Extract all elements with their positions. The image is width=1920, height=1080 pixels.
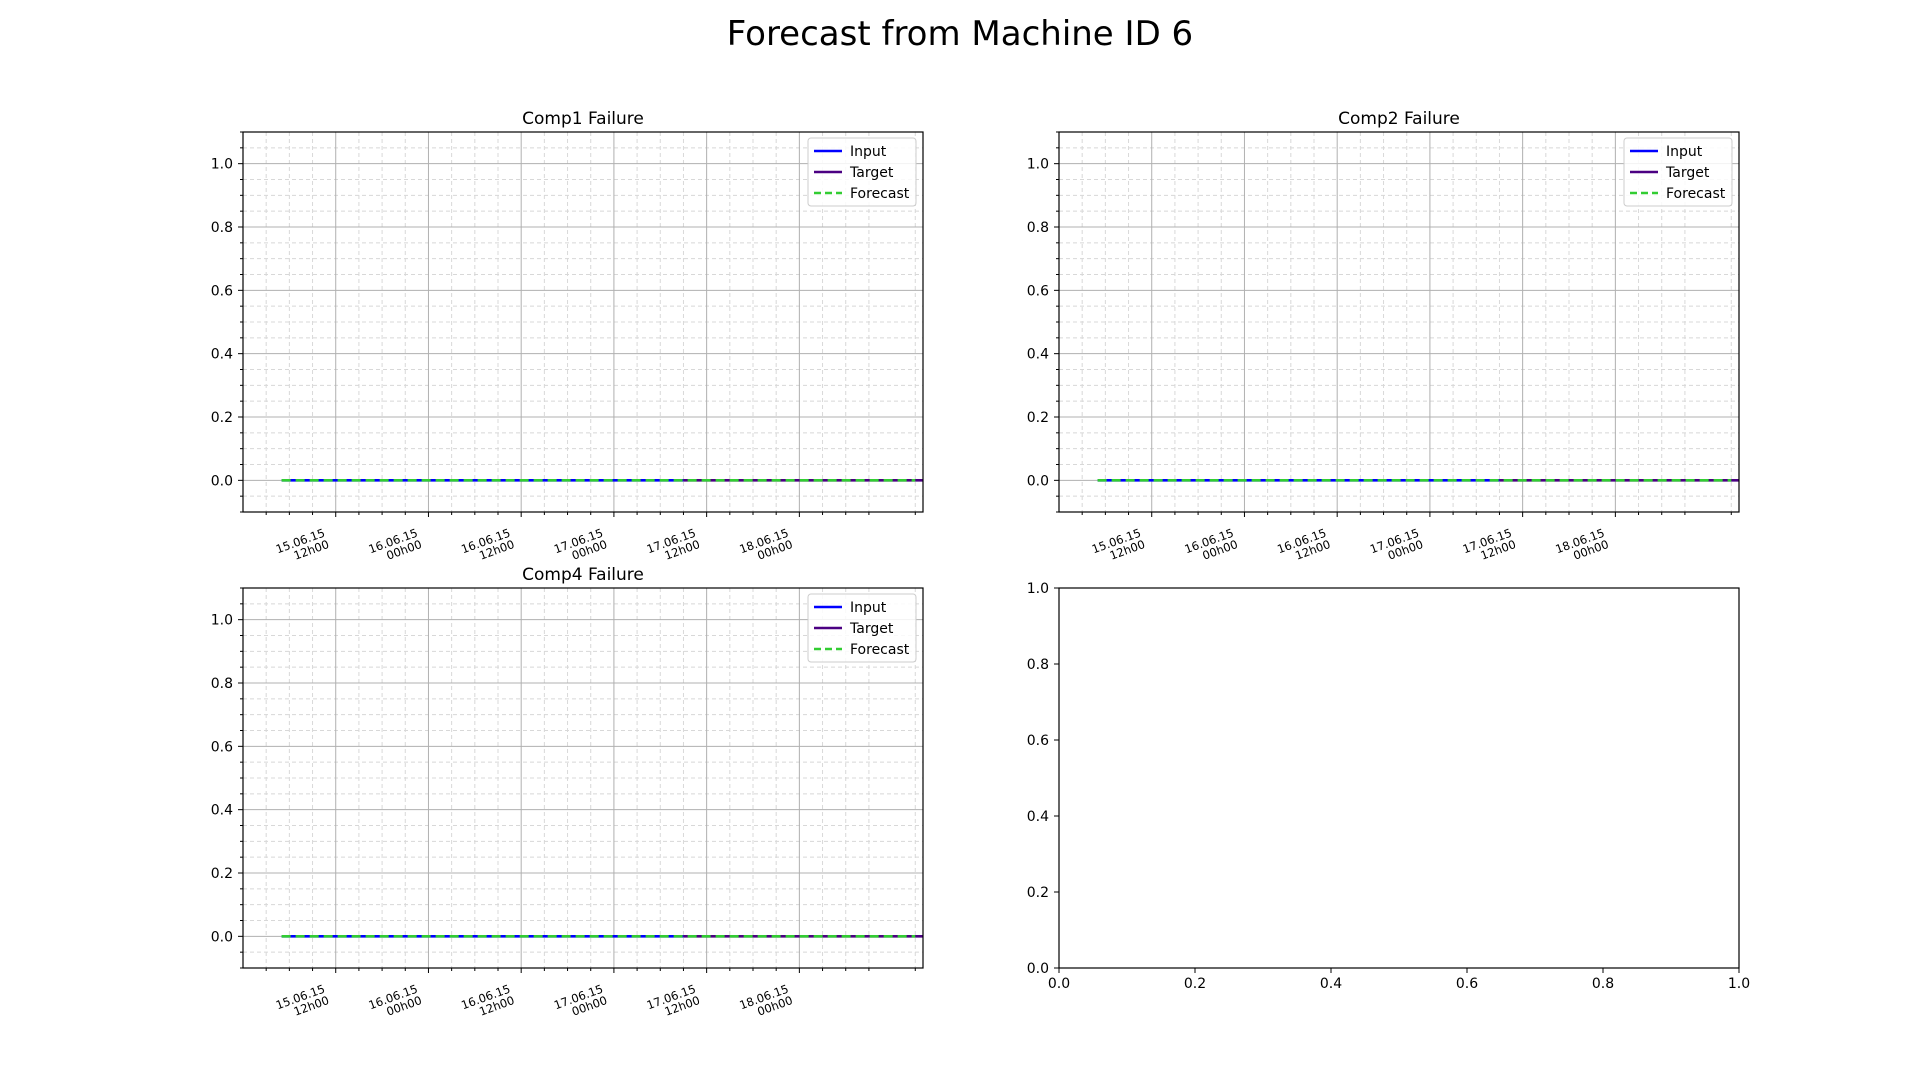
x-tick-label: 18.06.1500h00 — [737, 526, 794, 568]
subplot-3: 0.0 0.2 0.4 0.6 0.8 1.0 15.06.1512h00 16.06.150… — [211, 565, 924, 1024]
y-tick-label: 0.6 — [1027, 283, 1049, 299]
legend: Input Target Forecast — [807, 593, 917, 663]
subplot-1: 0.0 0.2 0.4 0.6 0.8 1.0 15.06.1512h00 16.06.150… — [211, 109, 924, 568]
y-tick-label: 0.4 — [211, 347, 233, 363]
y-tick-label: 1.0 — [1027, 581, 1049, 597]
y-tick-label: 1.0 — [211, 157, 233, 173]
figure-title: Forecast from Machine ID 6 — [726, 14, 1194, 54]
subplot-2: 0.0 0.2 0.4 0.6 0.8 1.0 15.06.1512h00 16.06.150… — [1027, 109, 1740, 568]
y-tick-label: 0.4 — [211, 803, 233, 819]
subplot-4: 0.0 0.2 0.4 0.6 0.8 1.0 0.0 0.2 0.4 0.6 0.8 1.0 — [1027, 581, 1750, 992]
legend-label: Target — [849, 165, 894, 181]
y-tick-label: 0.0 — [1027, 473, 1049, 489]
legend: Input Target Forecast — [1623, 137, 1733, 207]
x-tick-label: 0.0 — [1048, 976, 1070, 992]
x-tick-label: 17.06.1500h00 — [552, 982, 609, 1024]
x-tick-label: 16.06.1500h00 — [1183, 526, 1240, 568]
x-tick-label: 16.06.1512h00 — [1275, 526, 1332, 568]
x-tick-label: 16.06.1512h00 — [459, 982, 516, 1024]
y-tick-label: 0.6 — [211, 283, 233, 299]
y-tick-label: 0.4 — [1027, 347, 1049, 363]
legend-label: Target — [1665, 165, 1710, 181]
y-tick-label: 0.2 — [1027, 410, 1049, 426]
y-tick-label: 0.0 — [1027, 961, 1049, 977]
legend-label: Forecast — [1666, 186, 1726, 202]
y-tick-label: 0.6 — [1027, 733, 1049, 749]
y-tick-label: 0.2 — [211, 410, 233, 426]
subplot-title: Comp1 Failure — [522, 109, 644, 129]
x-tick-label: 18.06.1500h00 — [1553, 526, 1610, 568]
legend-box — [1623, 137, 1733, 207]
y-tick-label: 0.4 — [1027, 809, 1049, 825]
legend-label: Input — [850, 144, 887, 160]
x-tick-label: 15.06.1512h00 — [1090, 526, 1147, 568]
x-tick-label: 16.06.1500h00 — [367, 526, 424, 568]
x-tick-label: 17.06.1500h00 — [1368, 526, 1425, 568]
x-tick-label: 18.06.1500h00 — [737, 982, 794, 1024]
x-tick-label: 0.4 — [1320, 976, 1342, 992]
y-tick-label: 1.0 — [1027, 157, 1049, 173]
legend: Input Target Forecast — [807, 137, 917, 207]
y-tick-label: 0.8 — [211, 676, 233, 692]
subplot-title: Comp4 Failure — [522, 565, 644, 585]
legend-label: Forecast — [850, 186, 910, 202]
x-tick-label: 17.06.1512h00 — [645, 526, 702, 568]
axes-frame — [1058, 587, 1740, 969]
axes-frame — [242, 131, 924, 513]
legend-label: Target — [849, 621, 894, 637]
y-tick-label: 0.2 — [1027, 885, 1049, 901]
x-tick-label: 0.6 — [1456, 976, 1478, 992]
y-tick-label: 0.8 — [211, 220, 233, 236]
x-tick-label: 0.2 — [1184, 976, 1206, 992]
y-tick-label: 1.0 — [211, 613, 233, 629]
legend-box — [807, 137, 917, 207]
y-tick-label: 0.8 — [1027, 220, 1049, 236]
subplot-title: Comp2 Failure — [1338, 109, 1460, 129]
x-tick-label: 17.06.1500h00 — [552, 526, 609, 568]
x-tick-label: 17.06.1512h00 — [1461, 526, 1518, 568]
x-tick-label: 16.06.1500h00 — [367, 982, 424, 1024]
y-tick-label: 0.8 — [1027, 657, 1049, 673]
x-tick-label: 1.0 — [1728, 976, 1750, 992]
x-tick-label: 16.06.1512h00 — [459, 526, 516, 568]
y-tick-label: 0.2 — [211, 866, 233, 882]
axes-frame — [1058, 131, 1740, 513]
x-tick-label: 15.06.1512h00 — [274, 526, 331, 568]
axes-frame — [242, 587, 924, 969]
y-tick-label: 0.6 — [211, 739, 233, 755]
y-tick-label: 0.0 — [211, 929, 233, 945]
x-tick-label: 17.06.1512h00 — [645, 982, 702, 1024]
x-tick-label: 15.06.1512h00 — [274, 982, 331, 1024]
legend-box — [807, 593, 917, 663]
minor-grid — [243, 587, 923, 969]
legend-label: Forecast — [850, 642, 910, 658]
minor-grid — [243, 131, 923, 513]
y-tick-label: 0.0 — [211, 473, 233, 489]
x-tick-label: 0.8 — [1592, 976, 1614, 992]
legend-label: Input — [1666, 144, 1703, 160]
legend-label: Input — [850, 600, 887, 616]
